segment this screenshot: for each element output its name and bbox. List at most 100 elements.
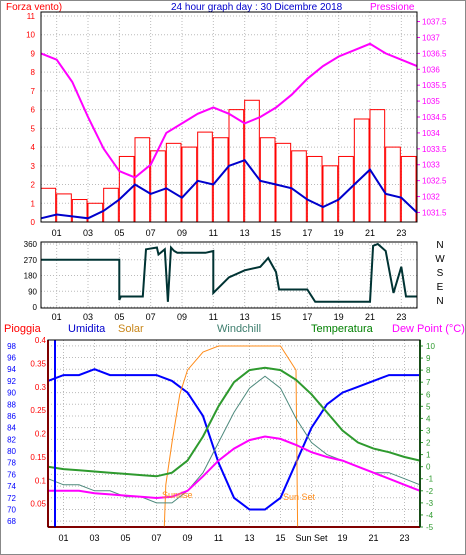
weather-panel-x-ticks: 01 03 05 07 09 11 13 15 Sun Set 19 21 23 (58, 533, 409, 543)
x-tick-label: 07 (146, 228, 156, 238)
sunrise-annotation: Sunrise (162, 490, 193, 500)
x-tick-label: 23 (399, 533, 409, 543)
wind-tick-label: 6 (31, 106, 36, 115)
x-tick-label: 05 (114, 312, 124, 322)
direction-tick-label: 90 (28, 287, 37, 296)
x-tick-label: 17 (302, 312, 312, 322)
x-tick-label: 01 (52, 312, 62, 322)
rain-tick-label: 0.25 (30, 406, 46, 415)
sunset-annotation: Sun Set (283, 492, 316, 502)
legend-solar: Solar (118, 323, 144, 335)
x-tick-label: 23 (396, 312, 406, 322)
dewpoint-line (48, 435, 421, 500)
x-tick-label: 13 (244, 533, 254, 543)
x-tick-label: 21 (368, 533, 378, 543)
wind-tick-label: 2 (31, 181, 36, 190)
humidity-tick-label: 90 (7, 389, 16, 398)
x-tick-label: 15 (271, 228, 281, 238)
x-tick-label: 19 (334, 228, 344, 238)
solar-line (48, 345, 420, 528)
pressure-tick-label: 1032.5 (422, 177, 447, 186)
temperature-tick-label: 10 (426, 342, 435, 351)
x-tick-label: 13 (240, 312, 250, 322)
pressure-tick-label: 1036 (422, 65, 440, 74)
compass-label: S (437, 268, 444, 279)
x-tick-label: 11 (209, 228, 218, 238)
x-tick-label: 09 (177, 228, 187, 238)
x-tick-label: 03 (89, 533, 99, 543)
chart-title: 24 hour graph day : 30 Dicembre 2018 (171, 2, 343, 13)
humidity-tick-label: 82 (7, 435, 16, 444)
wind-panel-x-ticks: 01 03 05 07 09 11 13 15 17 19 21 23 (52, 228, 407, 238)
x-tick-label: 07 (151, 533, 161, 543)
wind-tick-label: 8 (31, 68, 36, 77)
wind-axis-ticks: 0 1 2 3 4 5 6 7 8 9 10 11 (26, 12, 35, 227)
pressure-tick-label: 1032 (422, 193, 440, 202)
rain-tick-label: 0.4 (35, 336, 47, 345)
legend-dewpoint: Dew Point (°C) (392, 323, 465, 335)
x-tick-label: 15 (271, 312, 281, 322)
temperature-tick-label: -1 (426, 475, 434, 484)
pressure-tick-label: 1036.5 (422, 49, 447, 58)
pressure-tick-label: 1031.5 (422, 208, 447, 217)
weather-panel-grid (48, 340, 420, 527)
wind-tick-label: 9 (31, 49, 36, 58)
rain-tick-label: 0.2 (35, 430, 47, 439)
x-tick-label: 15 (275, 533, 285, 543)
temperature-tick-label: 6 (426, 390, 431, 399)
x-tick-label: 11 (214, 533, 223, 543)
gust-line (40, 159, 418, 220)
x-tick-label: 17 (302, 228, 312, 238)
direction-axis-ticks: 0 90 180 270 360 (24, 240, 38, 312)
pressure-tick-label: 1037.5 (422, 18, 447, 27)
rain-axis-ticks: 0.05 0.1 0.15 0.2 0.25 0.3 0.35 0.4 (30, 336, 46, 509)
humidity-tick-label: 98 (7, 342, 16, 351)
humidity-tick-label: 76 (7, 470, 16, 479)
direction-panel-series (41, 242, 417, 303)
direction-tick-label: 270 (24, 256, 38, 265)
x-tick-label: 11 (209, 312, 218, 322)
humidity-tick-label: 94 (7, 365, 16, 374)
wind-tick-label: 11 (27, 12, 36, 21)
temperature-tick-label: -5 (426, 523, 434, 532)
direction-line (41, 242, 417, 303)
x-tick-label: Sun Set (295, 533, 328, 543)
pressure-tick-label: 1035 (422, 97, 440, 106)
wind-axis-label: Forza vento) (6, 2, 62, 13)
temperature-tick-label: 1 (426, 451, 431, 460)
pressure-tick-label: 1034.5 (422, 113, 447, 122)
compass-label: N (436, 240, 443, 251)
temperature-tick-label: 0 (426, 463, 431, 472)
compass-label: N (436, 296, 443, 307)
wind-tick-label: 4 (31, 143, 36, 152)
pressure-line (40, 42, 418, 179)
wind-tick-label: 7 (31, 87, 36, 96)
direction-panel-frame (40, 241, 418, 309)
rain-tick-label: 0.05 (30, 500, 46, 509)
x-tick-label: 07 (146, 312, 156, 322)
wind-tick-label: 5 (31, 124, 36, 133)
temperature-axis-ticks: -5 -4 -3 -2 -1 0 1 2 3 4 5 6 7 8 9 10 (420, 342, 435, 532)
humidity-tick-label: 72 (7, 494, 16, 503)
x-tick-label: 19 (337, 533, 347, 543)
wind-tick-label: 3 (31, 162, 36, 171)
x-tick-label: 05 (114, 228, 124, 238)
temperature-tick-label: -4 (426, 511, 434, 520)
temperature-tick-label: 7 (426, 378, 431, 387)
x-tick-label: 09 (182, 533, 192, 543)
rain-tick-label: 0.3 (35, 383, 47, 392)
direction-tick-label: 180 (24, 272, 38, 281)
x-tick-label: 09 (177, 312, 187, 322)
temperature-tick-label: -2 (426, 487, 434, 496)
pressure-axis-ticks: 1031.5 1032 1032.5 1033 1033.5 1034 1034.5 1035… (417, 18, 447, 217)
pressure-tick-label: 1037 (422, 33, 440, 42)
x-tick-label: 23 (396, 228, 406, 238)
temperature-tick-label: 5 (426, 402, 431, 411)
pressure-tick-label: 1034 (422, 129, 440, 138)
wind-tick-label: 0 (31, 218, 36, 227)
pressure-tick-label: 1033.5 (422, 145, 447, 154)
x-tick-label: 03 (83, 228, 93, 238)
humidity-tick-label: 96 (7, 354, 16, 363)
rain-tick-label: 0.15 (30, 453, 46, 462)
